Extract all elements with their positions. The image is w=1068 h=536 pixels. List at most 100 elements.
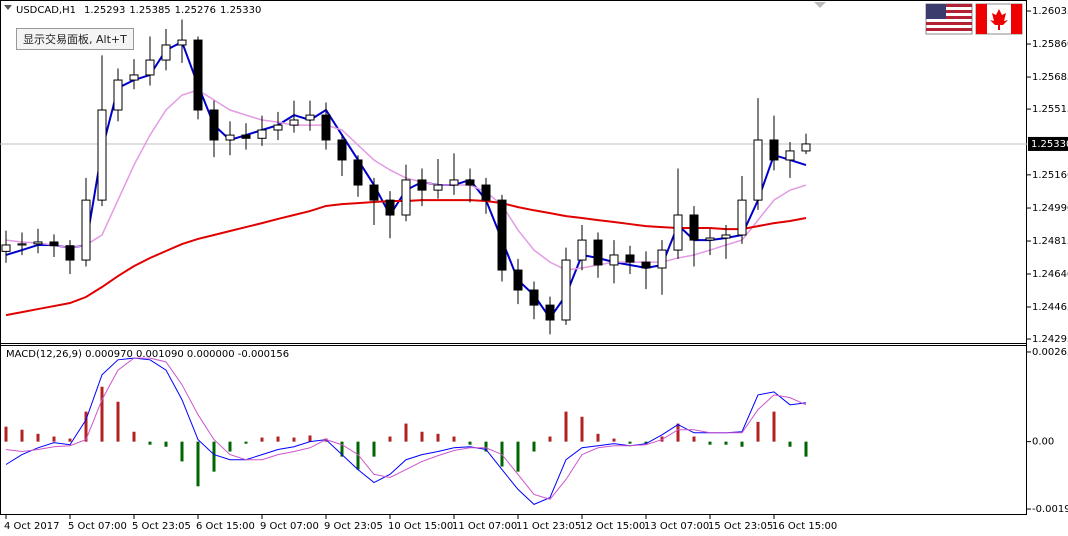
- macd-histogram-bar: [628, 441, 632, 444]
- macd-histogram-bar: [612, 438, 616, 442]
- macd-histogram-bar: [276, 436, 280, 442]
- macd-histogram-bar: [468, 441, 472, 445]
- macd-line: [5, 357, 807, 505]
- macd-histogram-bar: [388, 436, 392, 442]
- candle-body: [801, 143, 811, 152]
- macd-histogram-bar: [420, 431, 424, 442]
- y-tick-label: 0.00: [1032, 437, 1054, 448]
- candle-body: [449, 179, 459, 186]
- symbol-info: USDCAD,H1 1.25293 1.25385 1.25276 1.25330: [16, 5, 261, 16]
- macd-histogram-bar: [596, 433, 600, 442]
- macd-histogram-bar: [484, 441, 488, 452]
- macd-histogram-bar: [36, 433, 40, 442]
- candle-body: [561, 259, 571, 321]
- candle-body: [689, 214, 699, 241]
- candle-body: [609, 254, 619, 266]
- macd-histogram-bar: [404, 423, 408, 442]
- x-tick-label: 11 Oct 07:00: [452, 521, 517, 532]
- macd-histogram-bar: [180, 441, 184, 462]
- candle-body: [337, 139, 347, 161]
- canada-flag: [975, 3, 1023, 35]
- macd-histogram-bar: [740, 441, 744, 447]
- candle-body: [401, 179, 411, 216]
- trade-panel-button[interactable]: 显示交易面板, Alt+T: [16, 28, 134, 50]
- candle-body: [513, 269, 523, 291]
- candle-body: [577, 239, 587, 261]
- macd-histogram-bar: [772, 411, 776, 442]
- macd-histogram-bar: [84, 411, 88, 442]
- candle-body: [49, 241, 59, 247]
- candle-body: [225, 134, 235, 141]
- macd-histogram-bar: [676, 423, 680, 442]
- candle-body: [721, 234, 731, 239]
- y-tick-label: 1.25685: [1032, 72, 1068, 83]
- candle-body: [785, 150, 795, 161]
- candle-body: [769, 139, 779, 161]
- macd-histogram-bar: [692, 436, 696, 442]
- candle-body: [177, 39, 187, 46]
- macd-histogram-bar: [260, 437, 264, 442]
- macd-histogram-bar: [356, 441, 360, 470]
- macd-histogram-bar: [308, 435, 312, 442]
- x-tick-label: 4 Oct 2017: [4, 521, 59, 532]
- macd-histogram-bar: [20, 429, 24, 442]
- macd-histogram-bar: [148, 441, 152, 445]
- candle-body: [481, 184, 491, 201]
- macd-histogram-bar: [644, 441, 648, 444]
- candle-body: [65, 245, 75, 261]
- open-label: 1.25293: [84, 5, 125, 16]
- macd-histogram-bar: [804, 441, 808, 457]
- candle-body: [705, 237, 715, 241]
- macd-histogram-bar: [228, 441, 232, 452]
- candle-body: [321, 114, 331, 141]
- candle-body: [353, 159, 363, 186]
- low-label: 1.25276: [175, 5, 216, 16]
- y-tick-label: 1.25515: [1032, 104, 1068, 115]
- x-tick-label: 5 Oct 23:05: [132, 521, 191, 532]
- candle-body: [593, 239, 603, 266]
- candle-body: [753, 139, 763, 201]
- candle-body: [625, 254, 635, 263]
- candle-body: [273, 124, 283, 131]
- macd-histogram-bar: [52, 436, 56, 442]
- macd-histogram-bar: [580, 416, 584, 442]
- price-label-box: [1028, 136, 1068, 151]
- candle-body: [465, 179, 475, 186]
- shift-marker: [814, 2, 826, 8]
- candle-body: [209, 109, 219, 141]
- candle-body: [433, 184, 443, 191]
- y-tick-label: 0.00263: [1032, 347, 1068, 358]
- macd-histogram-bar: [292, 437, 296, 442]
- macd-histogram-bar: [244, 441, 248, 444]
- candle-body: [1, 244, 11, 252]
- x-tick-label: 9 Oct 07:00: [260, 521, 319, 532]
- x-tick-label: 15 Oct 23:05: [708, 521, 773, 532]
- candle-body: [417, 179, 427, 191]
- symbol: USDCAD,H1: [16, 5, 76, 16]
- y-tick-label: 1.25860: [1032, 39, 1068, 50]
- y-tick-label: -0.001976: [1032, 504, 1068, 515]
- candle-body: [257, 129, 267, 139]
- macd-histogram-bar: [116, 401, 120, 442]
- y-tick-label: 1.26035: [1032, 6, 1068, 17]
- candle-body: [497, 199, 507, 271]
- macd-line: [5, 357, 807, 500]
- macd-histogram-bar: [452, 436, 456, 442]
- macd-histogram-bar: [196, 441, 200, 487]
- x-tick-label: 5 Oct 07:00: [68, 521, 127, 532]
- candle-body: [385, 199, 395, 216]
- candle-body: [673, 214, 683, 251]
- y-tick-label: 1.24295: [1032, 334, 1068, 345]
- macd-histogram-bar: [212, 441, 216, 472]
- candle-body: [81, 199, 91, 261]
- candle-body: [545, 304, 555, 321]
- us-flag: [925, 3, 973, 35]
- macd-histogram-bar: [724, 441, 728, 445]
- candle-body: [641, 261, 651, 269]
- candle-body: [529, 289, 539, 306]
- macd-title: MACD(12,26,9) 0.000970 0.001090 0.000000…: [6, 349, 289, 360]
- x-tick-label: 6 Oct 15:00: [196, 521, 255, 532]
- candle-body: [369, 184, 379, 201]
- x-tick-label: 12 Oct 15:00: [580, 521, 645, 532]
